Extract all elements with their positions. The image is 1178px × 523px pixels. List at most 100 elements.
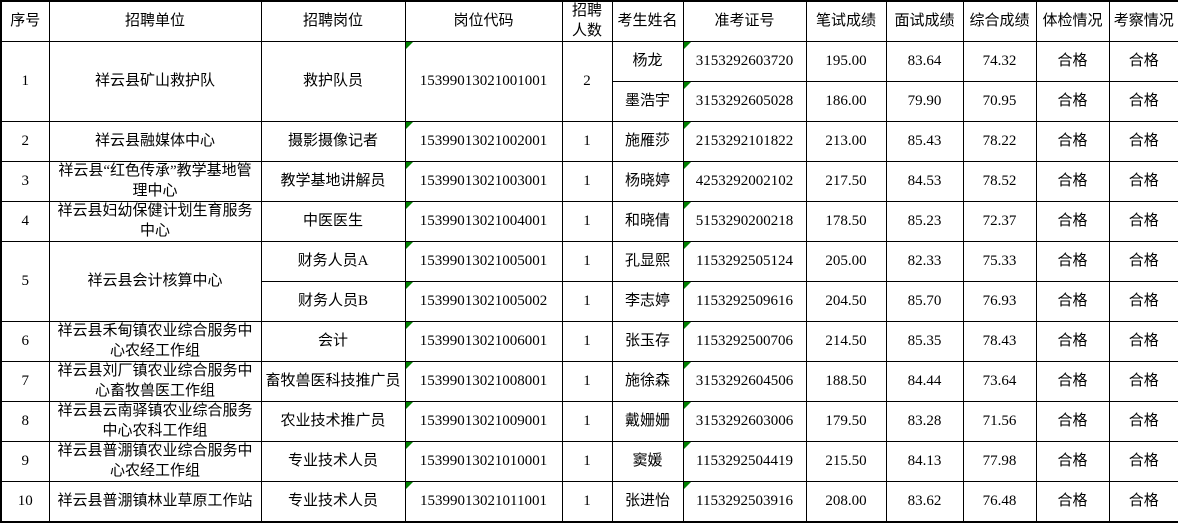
- table-row: 2 祥云县融媒体中心 摄影摄像记者 15399013021002001 1 施雁莎 2153…: [0, 121, 1178, 162]
- ticket-cell: 1153292509616: [682, 281, 807, 322]
- table-row: 4 祥云县妇幼保健计划生育服务中心 中医医生 15399013021004001 1 和晓…: [0, 201, 1178, 242]
- overall-score-cell: 75.33: [962, 241, 1037, 282]
- ticket-cell: 3153292604506: [682, 361, 807, 402]
- interview-score-cell: 83.28: [885, 401, 964, 442]
- ticket-cell: 4253292002102: [682, 161, 807, 202]
- interview-score-cell: 83.64: [885, 41, 964, 82]
- ticket-cell: 1153292503916: [682, 481, 807, 522]
- code-cell: 15399013021011001: [404, 481, 563, 522]
- serial-cell: 7: [0, 361, 50, 402]
- inspection-status-cell: 合格: [1108, 81, 1178, 122]
- unit-cell: 祥云县刘厂镇农业综合服务中心畜牧兽医工作组: [48, 361, 262, 402]
- ticket-cell: 1153292500706: [682, 321, 807, 362]
- physical-status-cell: 合格: [1035, 201, 1110, 242]
- inspection-status-cell: 合格: [1108, 241, 1178, 282]
- unit-cell: 祥云县矿山救护队: [48, 41, 262, 122]
- interview-score-cell: 84.44: [885, 361, 964, 402]
- green-triangle-icon: [406, 442, 413, 449]
- post-cell: 专业技术人员: [260, 481, 406, 522]
- col-header-physical-status: 体检情况: [1035, 0, 1110, 42]
- ticket-cell: 1153292504419: [682, 441, 807, 482]
- code-cell: 15399013021004001: [404, 201, 563, 242]
- unit-cell: 祥云县云南驿镇农业综合服务中心农科工作组: [48, 401, 262, 442]
- inspection-status-cell: 合格: [1108, 401, 1178, 442]
- green-triangle-icon: [684, 282, 691, 289]
- interview-score-cell: 84.53: [885, 161, 964, 202]
- green-triangle-icon: [684, 442, 691, 449]
- headcount-cell: 1: [561, 361, 613, 402]
- written-score-cell: 195.00: [805, 41, 887, 82]
- green-triangle-icon: [684, 122, 691, 129]
- code-cell: 15399013021009001: [404, 401, 563, 442]
- serial-cell: 10: [0, 481, 50, 522]
- headcount-cell: 1: [561, 481, 613, 522]
- written-score-cell: 204.50: [805, 281, 887, 322]
- ticket-cell: 5153290200218: [682, 201, 807, 242]
- unit-cell: 祥云县会计核算中心: [48, 241, 262, 322]
- written-score-cell: 215.50: [805, 441, 887, 482]
- code-cell: 15399013021002001: [404, 121, 563, 162]
- serial-cell: 1: [0, 41, 50, 122]
- green-triangle-icon: [684, 202, 691, 209]
- green-triangle-icon: [406, 42, 413, 49]
- green-triangle-icon: [406, 162, 413, 169]
- ticket-cell: 2153292101822: [682, 121, 807, 162]
- headcount-cell: 2: [561, 41, 613, 122]
- inspection-status-cell: 合格: [1108, 441, 1178, 482]
- overall-score-cell: 76.93: [962, 281, 1037, 322]
- serial-cell: 4: [0, 201, 50, 242]
- overall-score-cell: 70.95: [962, 81, 1037, 122]
- overall-score-cell: 76.48: [962, 481, 1037, 522]
- unit-cell: 祥云县融媒体中心: [48, 121, 262, 162]
- green-triangle-icon: [406, 322, 413, 329]
- inspection-status-cell: 合格: [1108, 201, 1178, 242]
- headcount-cell: 1: [561, 161, 613, 202]
- col-header-inspection-status: 考察情况: [1108, 0, 1178, 42]
- col-header-serial: 序号: [0, 0, 50, 42]
- inspection-status-cell: 合格: [1108, 361, 1178, 402]
- overall-score-cell: 74.32: [962, 41, 1037, 82]
- unit-cell: 祥云县普淜镇林业草原工作站: [48, 481, 262, 522]
- inspection-status-cell: 合格: [1108, 281, 1178, 322]
- overall-score-cell: 77.98: [962, 441, 1037, 482]
- overall-score-cell: 78.52: [962, 161, 1037, 202]
- name-cell: 杨晓婷: [611, 161, 684, 202]
- overall-score-cell: 78.43: [962, 321, 1037, 362]
- written-score-cell: 188.50: [805, 361, 887, 402]
- written-score-cell: 186.00: [805, 81, 887, 122]
- serial-cell: 6: [0, 321, 50, 362]
- col-header-code: 岗位代码: [404, 0, 563, 42]
- green-triangle-icon: [406, 362, 413, 369]
- written-score-cell: 205.00: [805, 241, 887, 282]
- col-header-unit: 招聘单位: [48, 0, 262, 42]
- written-score-cell: 214.50: [805, 321, 887, 362]
- name-cell: 墨浩宇: [611, 81, 684, 122]
- physical-status-cell: 合格: [1035, 161, 1110, 202]
- name-cell: 施雁莎: [611, 121, 684, 162]
- physical-status-cell: 合格: [1035, 241, 1110, 282]
- interview-score-cell: 83.62: [885, 481, 964, 522]
- inspection-status-cell: 合格: [1108, 41, 1178, 82]
- physical-status-cell: 合格: [1035, 121, 1110, 162]
- headcount-cell: 1: [561, 201, 613, 242]
- physical-status-cell: 合格: [1035, 441, 1110, 482]
- written-score-cell: 178.50: [805, 201, 887, 242]
- green-triangle-icon: [684, 242, 691, 249]
- written-score-cell: 217.50: [805, 161, 887, 202]
- green-triangle-icon: [406, 242, 413, 249]
- physical-status-cell: 合格: [1035, 41, 1110, 82]
- headcount-cell: 1: [561, 401, 613, 442]
- interview-score-cell: 82.33: [885, 241, 964, 282]
- table-row: 7 祥云县刘厂镇农业综合服务中心畜牧兽医工作组 畜牧兽医科技推广员 153990130…: [0, 361, 1178, 402]
- name-cell: 李志婷: [611, 281, 684, 322]
- green-triangle-icon: [406, 202, 413, 209]
- serial-cell: 5: [0, 241, 50, 322]
- green-triangle-icon: [406, 482, 413, 489]
- post-cell: 农业技术推广员: [260, 401, 406, 442]
- post-cell: 财务人员A: [260, 241, 406, 282]
- inspection-status-cell: 合格: [1108, 121, 1178, 162]
- overall-score-cell: 78.22: [962, 121, 1037, 162]
- interview-score-cell: 85.23: [885, 201, 964, 242]
- overall-score-cell: 73.64: [962, 361, 1037, 402]
